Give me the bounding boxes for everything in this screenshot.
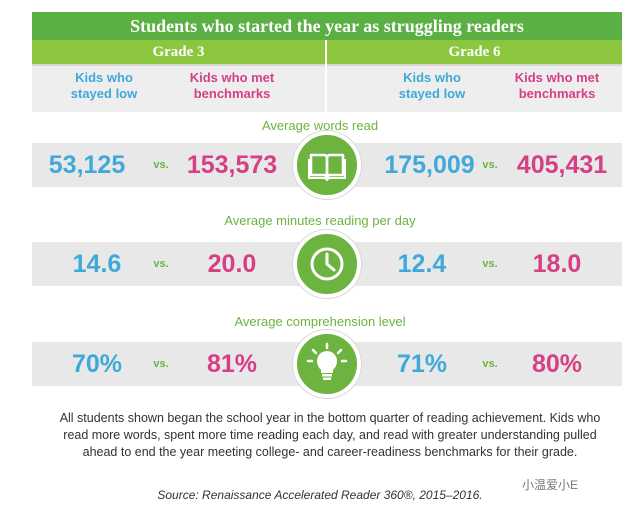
vs-label: vs.: [482, 358, 498, 370]
book-icon-badge: [293, 131, 361, 199]
grade-3-low-label: Kids who stayed low: [70, 70, 138, 101]
metric-label-words: Average words read: [261, 118, 379, 133]
g6-low-value: 71%: [396, 350, 448, 378]
grade-3-header: Grade 3: [32, 40, 325, 64]
g6-low-value: 175,009: [384, 151, 475, 179]
vs-label: vs.: [153, 358, 169, 370]
lightbulb-icon: [306, 342, 348, 380]
source-citation: Source: Renaissance Accelerated Reader 3…: [157, 488, 483, 502]
g6-met-value: 18.0: [532, 250, 582, 278]
lightbulb-icon-badge: [293, 330, 361, 398]
g3-met-value: 20.0: [207, 250, 257, 278]
metric-label-minutes: Average minutes reading per day: [224, 213, 416, 228]
grade-6-subheader: Kids who stayed low Kids who met benchma…: [327, 64, 622, 112]
g3-met-value: 153,573: [186, 151, 278, 179]
vs-label: vs.: [482, 258, 498, 270]
grade-6-met-label: Kids who met benchmarks: [514, 70, 600, 101]
g3-met-value: 81%: [206, 350, 258, 378]
vs-label: vs.: [153, 258, 169, 270]
grade-6-header: Grade 6: [327, 40, 622, 64]
watermark-text: 小温爱小E: [522, 478, 579, 492]
infographic-title: Students who started the year as struggl…: [32, 12, 622, 40]
g6-low-value: 12.4: [397, 250, 447, 278]
footnote-text: All students shown began the school year…: [59, 411, 601, 459]
g6-met-value: 405,431: [516, 151, 608, 179]
grade-3-subheader: Kids who stayed low Kids who met benchma…: [32, 64, 325, 112]
vs-label: vs.: [482, 159, 498, 171]
g3-low-value: 14.6: [72, 250, 122, 278]
grade-3-met-label: Kids who met benchmarks: [189, 70, 275, 101]
clock-icon: [310, 247, 344, 281]
book-icon: [308, 153, 346, 182]
clock-icon-badge: [293, 230, 361, 298]
g3-low-value: 53,125: [48, 151, 126, 179]
grade-6-low-label: Kids who stayed low: [398, 70, 466, 101]
g3-low-value: 70%: [71, 350, 123, 378]
vs-label: vs.: [153, 159, 169, 171]
metric-label-comprehension: Average comprehension level: [234, 314, 406, 329]
g6-met-value: 80%: [531, 350, 583, 378]
